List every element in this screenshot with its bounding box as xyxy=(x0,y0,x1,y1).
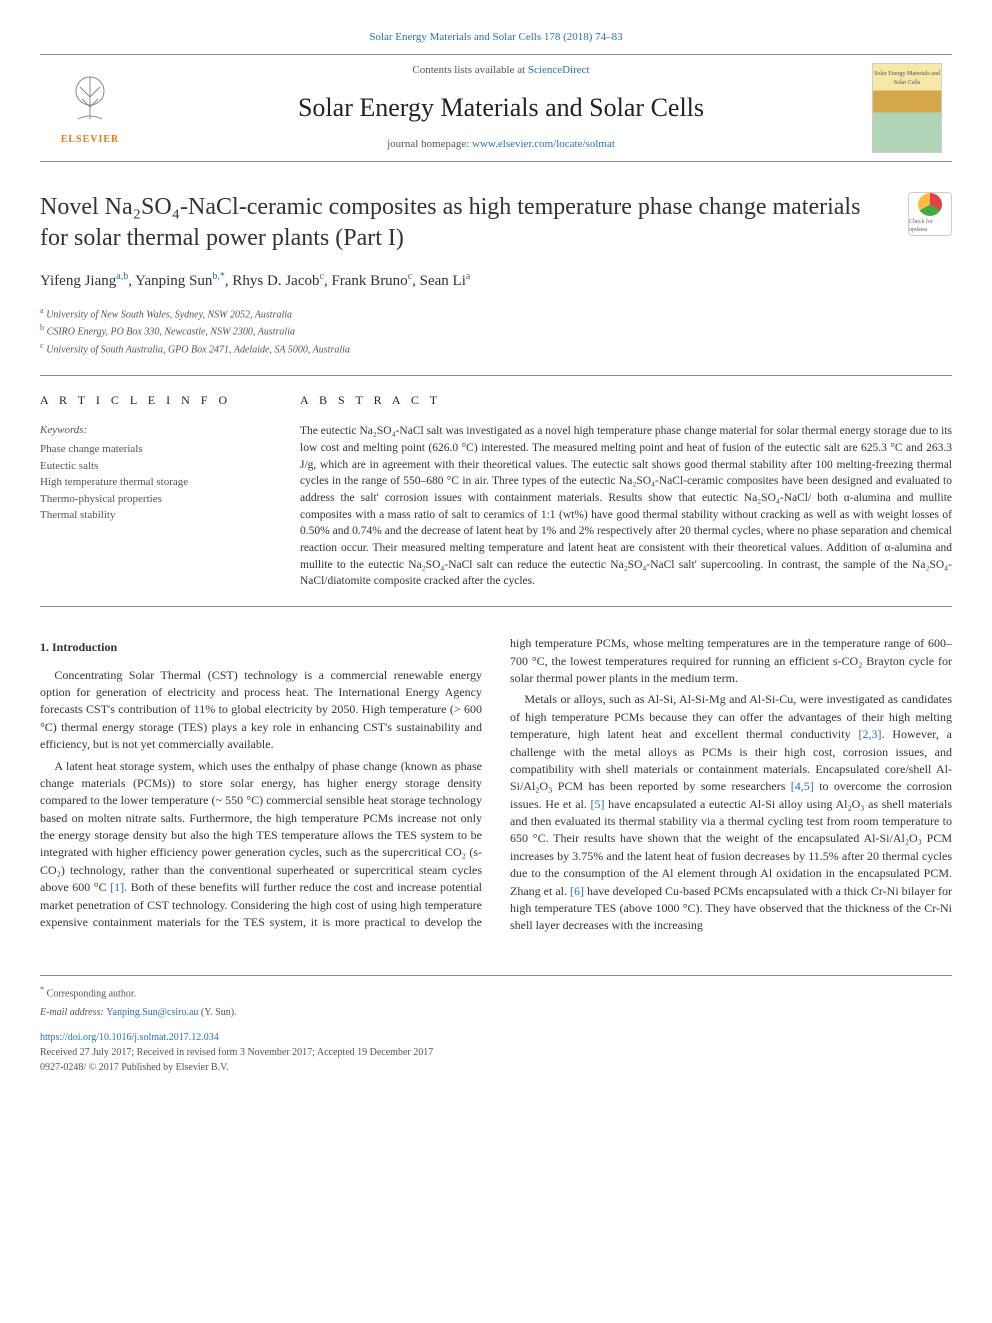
contents-text: Contents lists available at xyxy=(412,64,527,76)
keywords-list: Phase change materialsEutectic saltsHigh… xyxy=(40,441,270,524)
journal-cover-thumbnail[interactable]: Solar Energy Materials and Solar Cells xyxy=(872,63,942,153)
body-paragraph: Concentrating Solar Thermal (CST) techno… xyxy=(40,667,482,754)
email-label: E-mail address: xyxy=(40,1007,106,1018)
corr-marker: * xyxy=(40,985,44,994)
journal-homepage-line: journal homepage: www.elsevier.com/locat… xyxy=(130,137,872,153)
citation-link[interactable]: [1] xyxy=(110,880,124,894)
corr-text: Corresponding author. xyxy=(47,988,136,999)
journal-header-banner: ELSEVIER Contents lists available at Sci… xyxy=(40,54,952,162)
contents-available-line: Contents lists available at ScienceDirec… xyxy=(130,63,872,79)
journal-citation[interactable]: Solar Energy Materials and Solar Cells 1… xyxy=(40,30,952,46)
keywords-label: Keywords: xyxy=(40,423,270,439)
journal-name: Solar Energy Materials and Solar Cells xyxy=(130,89,872,127)
body-text: have encapsulated a eutectic Al-Si alloy… xyxy=(510,797,952,898)
sciencedirect-link[interactable]: ScienceDirect xyxy=(528,64,590,76)
abstract-column: A B S T R A C T The eutectic Na₂SO₄-NaCl… xyxy=(300,392,952,590)
article-title: Novel Na₂SO₄-NaCl-ceramic composites as … xyxy=(40,192,888,254)
homepage-link[interactable]: www.elsevier.com/locate/solmat xyxy=(472,138,615,150)
citation-link[interactable]: [2,3] xyxy=(858,727,881,741)
citation-link[interactable]: [6] xyxy=(570,884,584,898)
intro-heading: 1. Introduction xyxy=(40,639,482,656)
corresponding-author-note: * Corresponding author. xyxy=(40,984,952,1001)
article-info-column: A R T I C L E I N F O Keywords: Phase ch… xyxy=(40,392,270,590)
elsevier-wordmark: ELSEVIER xyxy=(61,133,120,148)
check-updates-label: Check for updates xyxy=(909,218,951,235)
email-suffix: (Y. Sun). xyxy=(198,1007,236,1018)
citation-link[interactable]: [5] xyxy=(591,797,605,811)
doi-link[interactable]: https://doi.org/10.1016/j.solmat.2017.12… xyxy=(40,1030,952,1045)
homepage-label: journal homepage: xyxy=(387,138,472,150)
abstract-text: The eutectic Na₂SO₄-NaCl salt was invest… xyxy=(300,423,952,590)
check-updates-badge[interactable]: Check for updates xyxy=(908,192,952,236)
crossmark-icon xyxy=(918,193,942,216)
email-line: E-mail address: Yanping.Sun@csiro.au (Y.… xyxy=(40,1005,952,1020)
abstract-heading: A B S T R A C T xyxy=(300,392,952,409)
citation-link[interactable]: [4,5] xyxy=(791,779,814,793)
article-footer: * Corresponding author. E-mail address: … xyxy=(40,975,952,1075)
copyright-line: 0927-0248/ © 2017 Published by Elsevier … xyxy=(40,1060,952,1075)
header-center: Contents lists available at ScienceDirec… xyxy=(130,63,872,153)
body-paragraph: Metals or alloys, such as Al-Si, Al-Si-M… xyxy=(510,691,952,934)
elsevier-logo[interactable]: ELSEVIER xyxy=(50,63,130,153)
author-list: Yifeng Jianga,b, Yanping Sunb,*, Rhys D.… xyxy=(40,270,952,293)
corr-email-link[interactable]: Yanping.Sun@csiro.au xyxy=(106,1007,198,1018)
article-body: 1. Introduction Concentrating Solar Ther… xyxy=(40,635,952,935)
elsevier-tree-icon xyxy=(60,69,120,129)
affiliations: a University of New South Wales, Sydney,… xyxy=(40,305,952,357)
body-text: A latent heat storage system, which uses… xyxy=(40,759,482,895)
article-info-heading: A R T I C L E I N F O xyxy=(40,392,270,409)
received-dates: Received 27 July 2017; Received in revis… xyxy=(40,1045,952,1060)
